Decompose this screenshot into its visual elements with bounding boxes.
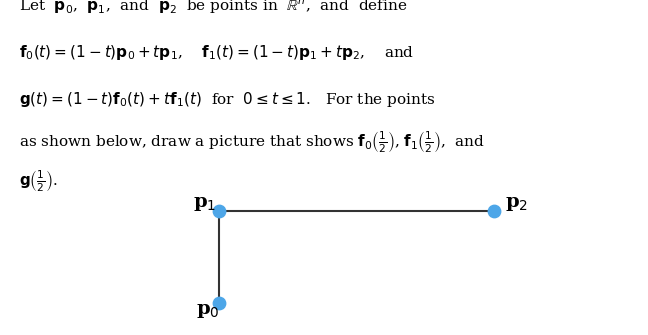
Point	[489, 208, 500, 214]
Text: p$_0$: p$_0$	[196, 302, 219, 320]
Text: $\mathbf{g}\left(\frac{1}{2}\right)$.: $\mathbf{g}\left(\frac{1}{2}\right)$.	[19, 168, 58, 194]
Text: Let  $\mathbf{p}_0$,  $\mathbf{p}_1$,  and  $\mathbf{p}_2$  be points in  $\math: Let $\mathbf{p}_0$, $\mathbf{p}_1$, and …	[19, 0, 408, 15]
Point	[213, 300, 224, 306]
Text: $\mathbf{g}(t) = (1-t)\mathbf{f}_0(t) + t\mathbf{f}_1(t)$  for  $0 \leq t \leq 1: $\mathbf{g}(t) = (1-t)\mathbf{f}_0(t) + …	[19, 90, 436, 109]
Text: as shown below, draw a picture that shows $\mathbf{f}_0\left(\frac{1}{2}\right)$: as shown below, draw a picture that show…	[19, 129, 485, 155]
Text: $\mathbf{f}_0(t) = (1-t)\mathbf{p}_0 + t\mathbf{p}_1$,    $\mathbf{f}_1(t) = (1-: $\mathbf{f}_0(t) = (1-t)\mathbf{p}_0 + t…	[19, 43, 415, 62]
Point	[213, 208, 224, 214]
Text: p$_1$: p$_1$	[193, 195, 216, 213]
Text: p$_2$: p$_2$	[505, 195, 528, 213]
